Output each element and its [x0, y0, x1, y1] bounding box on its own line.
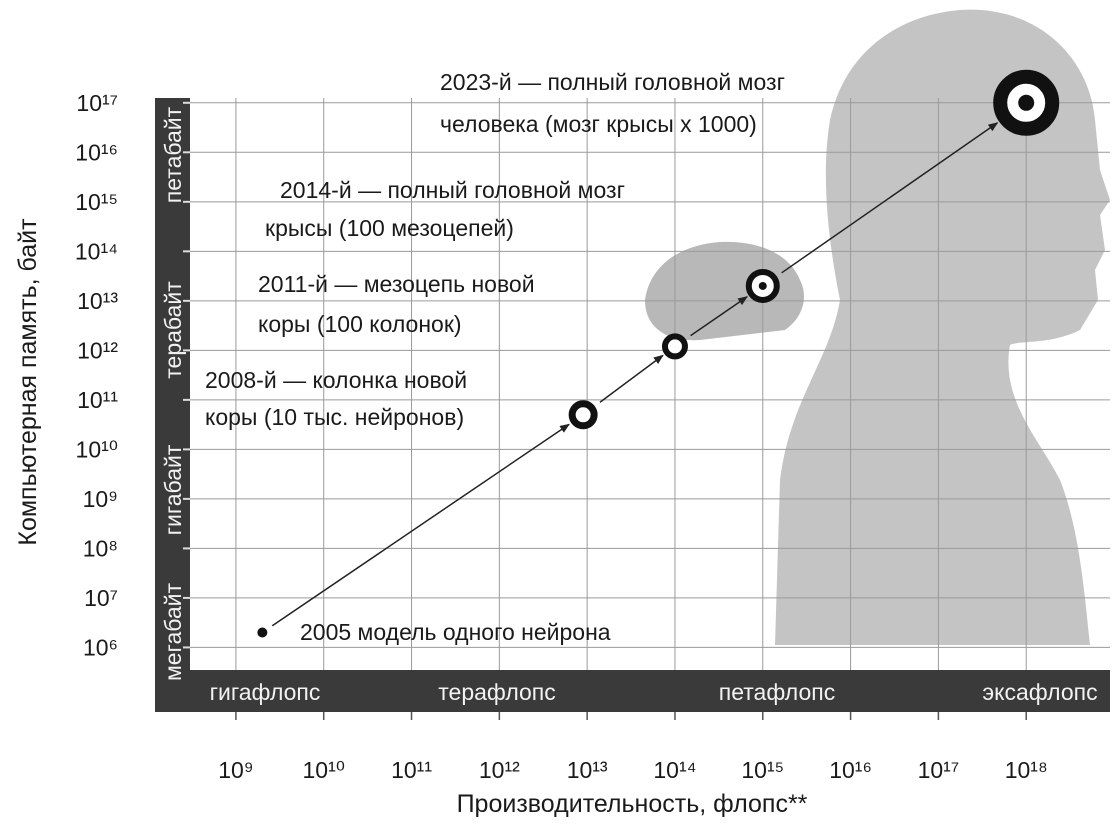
point: [257, 628, 267, 638]
chart: Компьютерная память, байт Производительн…: [0, 0, 1114, 822]
x-tick-label: 10¹³: [567, 757, 608, 783]
y-tick-label: 10¹⁶: [75, 139, 118, 165]
y-tick-label: 10¹⁴: [75, 238, 118, 264]
x-tick-label: 10¹¹: [391, 757, 432, 783]
y-tick-label: 10⁸: [83, 535, 118, 561]
y-band-label: терабайт: [160, 281, 186, 379]
x-band-label: терафлопс: [438, 679, 556, 705]
y-tick-label: 10¹¹: [77, 387, 118, 413]
x-tick-label: 10¹⁵: [741, 757, 784, 783]
x-tick-label: 10¹²: [479, 757, 520, 783]
y-axis-title: Компьютерная память, байт: [14, 218, 42, 546]
y-band-label: мегабайт: [160, 582, 186, 681]
point-center: [759, 282, 767, 290]
y-tick-label: 10¹³: [77, 288, 118, 314]
point: [572, 404, 594, 426]
y-tick-label: 10⁹: [83, 486, 118, 512]
y-tick-label: 10¹⁷: [76, 90, 118, 116]
point-center: [1018, 95, 1034, 111]
x-tick-label: 10¹⁰: [302, 757, 344, 783]
arrow: [600, 355, 663, 402]
annotation: 2008-й — колонка новой: [205, 367, 467, 393]
x-tick-label: 10¹⁴: [653, 757, 696, 783]
rat-silhouette: [645, 242, 804, 340]
x-band-label: петафлопс: [719, 679, 835, 705]
y-tick-label: 10⁷: [84, 585, 118, 611]
annotation: человека (мозг крысы х 1000): [440, 111, 757, 137]
annotation: 2005 модель одного нейрона: [300, 619, 611, 645]
annotation: 2014-й — полный головной мозг: [280, 177, 625, 203]
annotation: крысы (100 мезоцепей): [265, 215, 514, 241]
human-silhouette: [775, 10, 1110, 645]
y-tick-label: 10¹⁰: [76, 436, 118, 462]
point: [665, 336, 685, 356]
annotation: коры (10 тыс. нейронов): [205, 404, 464, 430]
x-band-label: гигафлопс: [210, 679, 321, 705]
x-tick-label: 10¹⁶: [829, 757, 872, 783]
annotation: 2011-й — мезоцепь новой: [258, 271, 535, 297]
x-tick-label: 10¹⁷: [918, 757, 960, 783]
y-tick-label: 10¹⁵: [75, 189, 118, 215]
y-tick-label: 10¹²: [77, 337, 118, 363]
x-axis-title: Производительность, флопс**: [457, 790, 808, 818]
x-tick-label: 10⁹: [218, 757, 253, 783]
x-tick-label: 10¹⁸: [1005, 757, 1048, 783]
arrow: [272, 424, 569, 625]
annotation: коры (100 колонок): [258, 311, 462, 337]
y-band-label: гигабайт: [160, 444, 186, 535]
annotation: 2023-й — полный головной мозг: [440, 69, 785, 95]
y-band-label: петабайт: [160, 106, 186, 203]
y-tick-label: 10⁶: [83, 634, 118, 660]
x-band-label: эксафлопс: [982, 679, 1097, 705]
